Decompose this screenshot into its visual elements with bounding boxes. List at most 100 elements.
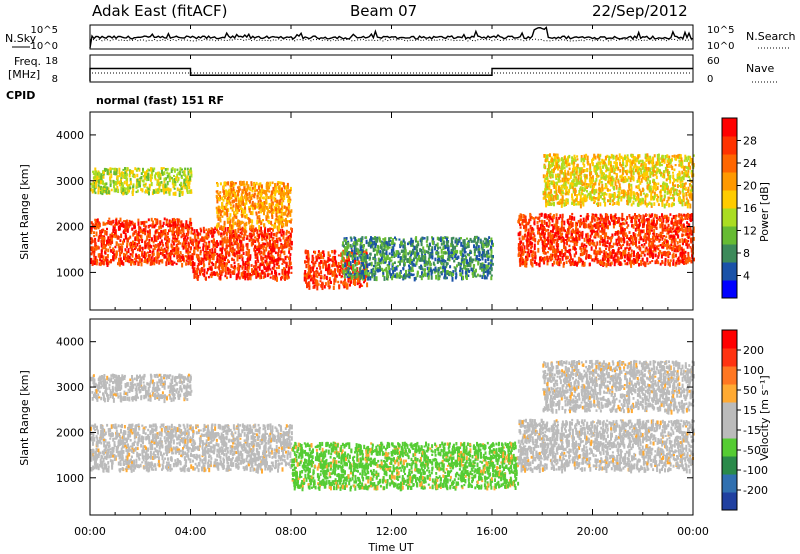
scatter-cell	[108, 220, 111, 224]
scatter-cell	[189, 189, 192, 194]
scatter-cell	[349, 236, 352, 239]
scatter-cell	[258, 215, 261, 219]
scatter-cell	[426, 272, 429, 278]
scatter-cell	[126, 242, 129, 247]
scatter-cell	[148, 229, 151, 235]
scatter-cell	[591, 225, 594, 230]
scatter-cell	[168, 220, 171, 223]
scatter-cell	[475, 257, 478, 261]
scatter-cell	[689, 238, 692, 243]
scatter-cell	[178, 253, 180, 259]
scatter-cell	[237, 270, 240, 274]
power-panel	[89, 111, 695, 311]
scatter-cell	[156, 188, 159, 192]
scatter-cell	[604, 255, 607, 259]
scatter-cell	[119, 261, 122, 264]
scatter-cell	[144, 182, 147, 186]
scatter-cell	[318, 272, 320, 277]
scatter-cell	[155, 219, 158, 225]
scatter-cell	[263, 249, 266, 253]
scatter-cell	[683, 213, 686, 217]
scatter-cell	[260, 221, 263, 226]
scatter-cell	[114, 245, 117, 249]
nsearch-label: N.Search	[746, 30, 796, 43]
scatter-cell	[96, 172, 99, 177]
scatter-cell	[365, 258, 367, 263]
scatter-cell	[232, 181, 235, 187]
scatter-cell	[669, 213, 672, 216]
scatter-cell	[229, 247, 232, 251]
scatter-cell	[288, 242, 291, 247]
scatter-cell	[222, 185, 225, 190]
scatter-cell	[107, 248, 110, 253]
scatter-cell	[103, 182, 106, 188]
scatter-cell	[167, 253, 170, 258]
scatter-cell	[287, 191, 290, 196]
scatter-cell	[590, 224, 593, 228]
scatter-cell	[126, 228, 129, 233]
scatter-cell	[359, 251, 362, 254]
scatter-cell	[245, 243, 248, 247]
scatter-cell	[426, 266, 429, 271]
scatter-cell	[391, 253, 394, 256]
scatter-cell	[219, 216, 222, 221]
scatter-cell	[486, 273, 489, 277]
scatter-cell	[137, 238, 140, 243]
scatter-cell	[250, 264, 253, 267]
scatter-cell	[127, 248, 130, 254]
scatter-cell	[265, 267, 268, 272]
scatter-cell	[557, 229, 559, 234]
scatter-cell	[460, 241, 463, 247]
scatter-cell	[221, 244, 224, 250]
scatter-cell	[446, 270, 449, 273]
scatter-cell	[94, 183, 97, 188]
scatter-cell	[221, 238, 224, 241]
scatter-cell	[269, 256, 272, 261]
scatter-cell	[140, 172, 143, 175]
scatter-cell	[417, 243, 420, 247]
scatter-cell	[379, 260, 382, 265]
scatter-cell	[234, 234, 237, 239]
scatter-cell	[578, 261, 581, 264]
scatter-cell	[359, 276, 362, 281]
scatter-cell	[230, 188, 233, 192]
scatter-cell	[207, 236, 210, 239]
scatter-cell	[661, 260, 664, 264]
scatter-cell	[98, 221, 101, 226]
scatter-cell	[284, 270, 287, 276]
scatter-cell	[463, 242, 466, 248]
scatter-cell	[687, 213, 690, 219]
scatter-cell	[418, 255, 420, 260]
scatter-cell	[109, 246, 112, 249]
noise-nsky-series	[89, 26, 694, 49]
scatter-cell	[153, 167, 156, 170]
scatter-cell	[174, 181, 177, 187]
scatter-cell	[247, 270, 250, 273]
scatter-cell	[565, 233, 568, 238]
scatter-cell	[172, 221, 175, 227]
scatter-cell	[250, 224, 253, 227]
scatter-cell	[235, 215, 238, 220]
scatter-cell	[282, 234, 285, 240]
scatter-cell	[100, 180, 102, 184]
scatter-cell	[368, 272, 371, 275]
scatter-cell	[170, 260, 173, 266]
scatter-cell	[255, 212, 258, 216]
scatter-cell	[367, 276, 370, 281]
scatter-cell	[620, 262, 623, 266]
scatter-cell	[558, 237, 561, 241]
scatter-cell	[271, 181, 274, 185]
scatter-cell	[230, 248, 233, 253]
scatter-cell	[483, 275, 486, 280]
scatter-cell	[218, 276, 221, 280]
scatter-cell	[344, 262, 347, 268]
scatter-cell	[220, 210, 223, 214]
scatter-cell	[475, 268, 477, 273]
scatter-cell	[221, 242, 224, 248]
scatter-cell	[362, 244, 365, 248]
scatter-cell	[419, 275, 422, 278]
scatter-cell	[214, 266, 217, 269]
scatter-cell	[278, 246, 280, 250]
scatter-cell	[136, 173, 139, 178]
scatter-cell	[259, 272, 262, 275]
